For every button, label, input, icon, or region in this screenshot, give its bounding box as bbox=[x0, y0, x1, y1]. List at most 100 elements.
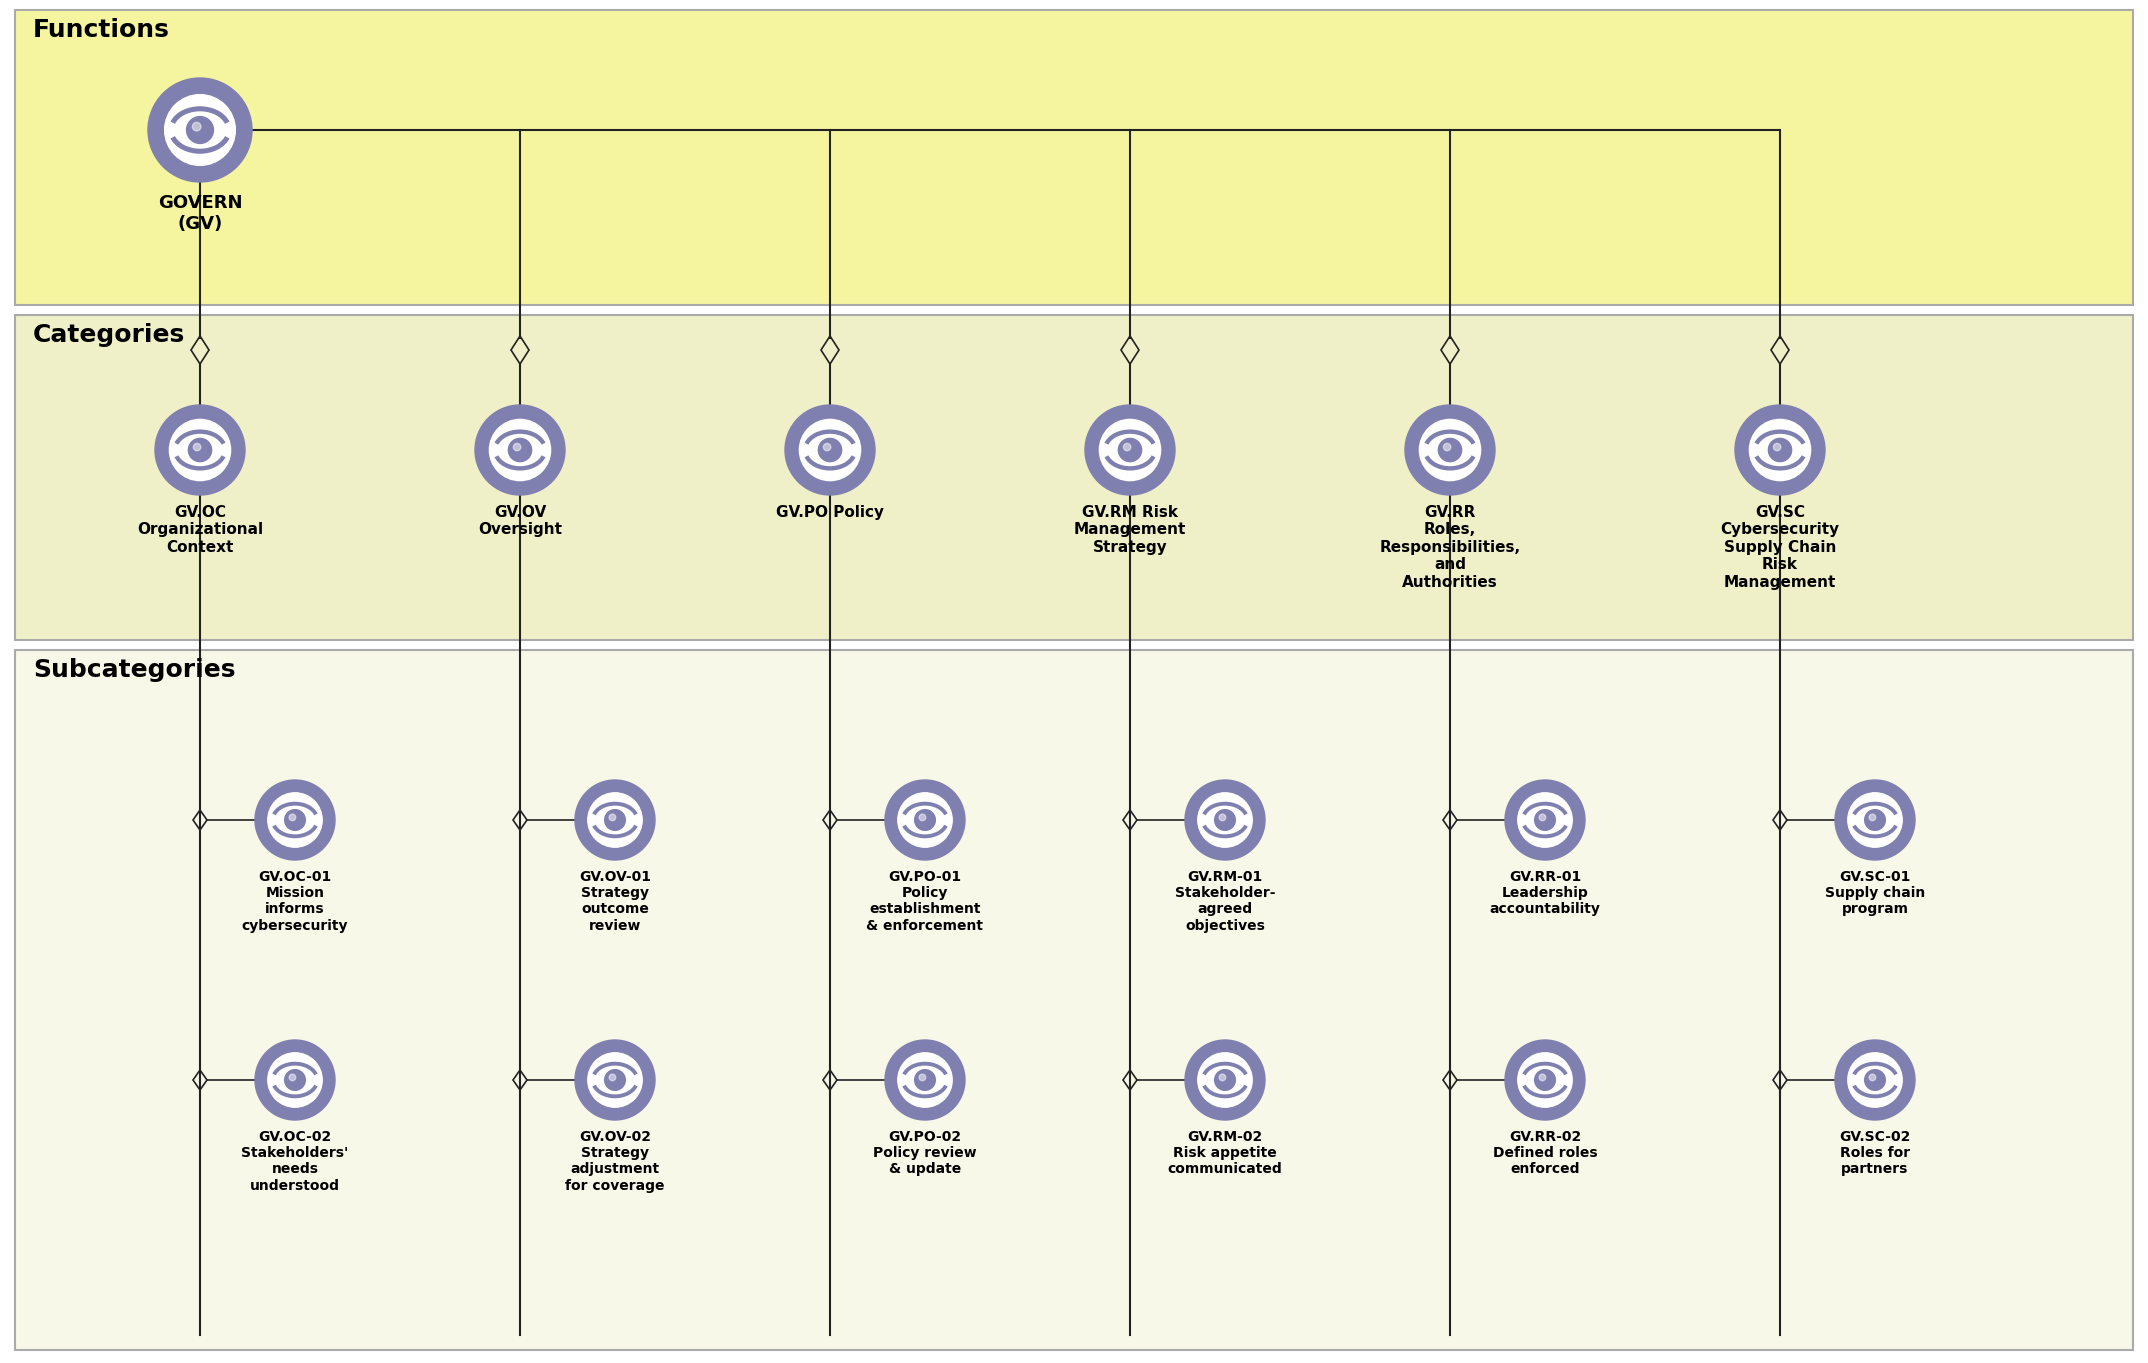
Text: GV.PO-02
Policy review
& update: GV.PO-02 Policy review & update bbox=[874, 1130, 977, 1176]
Circle shape bbox=[919, 814, 926, 821]
Text: GV.OC-01
Mission
informs
cybersecurity: GV.OC-01 Mission informs cybersecurity bbox=[243, 870, 348, 932]
Text: GV.RR
Roles,
Responsibilities,
and
Authorities: GV.RR Roles, Responsibilities, and Autho… bbox=[1379, 506, 1521, 590]
Circle shape bbox=[148, 78, 251, 183]
Circle shape bbox=[1748, 420, 1811, 481]
Circle shape bbox=[1540, 814, 1547, 821]
Text: Subcategories: Subcategories bbox=[32, 658, 236, 682]
Circle shape bbox=[589, 793, 642, 848]
Text: GV.RR-02
Defined roles
enforced: GV.RR-02 Defined roles enforced bbox=[1493, 1130, 1598, 1176]
Circle shape bbox=[193, 443, 200, 451]
Circle shape bbox=[268, 1052, 322, 1107]
Circle shape bbox=[1774, 443, 1781, 451]
Text: GV.RM Risk
Management
Strategy: GV.RM Risk Management Strategy bbox=[1074, 506, 1186, 555]
Circle shape bbox=[1506, 1040, 1585, 1120]
Circle shape bbox=[885, 780, 964, 860]
Text: GV.OV
Oversight: GV.OV Oversight bbox=[479, 506, 563, 537]
Circle shape bbox=[898, 793, 952, 848]
Text: GV.RR-01
Leadership
accountability: GV.RR-01 Leadership accountability bbox=[1489, 870, 1600, 916]
Circle shape bbox=[1834, 780, 1916, 860]
Circle shape bbox=[784, 405, 874, 495]
FancyBboxPatch shape bbox=[15, 650, 2133, 1349]
Circle shape bbox=[1506, 780, 1585, 860]
Circle shape bbox=[1420, 420, 1480, 481]
Text: GV.OV-02
Strategy
adjustment
for coverage: GV.OV-02 Strategy adjustment for coverag… bbox=[565, 1130, 664, 1193]
Circle shape bbox=[1214, 810, 1235, 830]
Circle shape bbox=[915, 810, 934, 830]
Circle shape bbox=[513, 443, 520, 451]
Circle shape bbox=[915, 1070, 934, 1090]
Circle shape bbox=[823, 443, 831, 451]
Circle shape bbox=[589, 1052, 642, 1107]
Circle shape bbox=[1869, 814, 1875, 821]
Circle shape bbox=[187, 117, 213, 143]
Circle shape bbox=[610, 1074, 616, 1081]
Circle shape bbox=[1519, 1052, 1572, 1107]
Circle shape bbox=[475, 405, 565, 495]
Circle shape bbox=[1199, 1052, 1252, 1107]
Circle shape bbox=[1405, 405, 1495, 495]
Circle shape bbox=[1540, 1074, 1547, 1081]
Text: GV.OC
Organizational
Context: GV.OC Organizational Context bbox=[137, 506, 262, 555]
Circle shape bbox=[576, 780, 655, 860]
FancyBboxPatch shape bbox=[15, 315, 2133, 641]
Circle shape bbox=[268, 793, 322, 848]
Circle shape bbox=[1864, 810, 1886, 830]
Text: GV.PO-01
Policy
establishment
& enforcement: GV.PO-01 Policy establishment & enforcem… bbox=[866, 870, 984, 932]
Circle shape bbox=[1847, 793, 1903, 848]
Circle shape bbox=[1214, 1070, 1235, 1090]
Circle shape bbox=[1834, 1040, 1916, 1120]
Text: GV.SC-02
Roles for
partners: GV.SC-02 Roles for partners bbox=[1839, 1130, 1912, 1176]
Circle shape bbox=[165, 94, 236, 165]
Circle shape bbox=[1186, 1040, 1265, 1120]
FancyBboxPatch shape bbox=[15, 10, 2133, 305]
Circle shape bbox=[1085, 405, 1175, 495]
Circle shape bbox=[610, 814, 616, 821]
Circle shape bbox=[1199, 793, 1252, 848]
Circle shape bbox=[1119, 439, 1141, 462]
Circle shape bbox=[286, 810, 305, 830]
Circle shape bbox=[818, 439, 842, 462]
Circle shape bbox=[256, 780, 335, 860]
Circle shape bbox=[155, 405, 245, 495]
Text: GOVERN
(GV): GOVERN (GV) bbox=[157, 194, 243, 233]
Text: GV.PO Policy: GV.PO Policy bbox=[775, 506, 885, 521]
Circle shape bbox=[290, 814, 296, 821]
Circle shape bbox=[509, 439, 531, 462]
Text: Functions: Functions bbox=[32, 18, 170, 42]
Circle shape bbox=[490, 420, 550, 481]
Circle shape bbox=[1534, 810, 1555, 830]
Circle shape bbox=[799, 420, 861, 481]
Circle shape bbox=[286, 1070, 305, 1090]
Circle shape bbox=[256, 1040, 335, 1120]
Circle shape bbox=[1768, 439, 1791, 462]
Circle shape bbox=[1847, 1052, 1903, 1107]
Circle shape bbox=[1186, 780, 1265, 860]
Circle shape bbox=[885, 1040, 964, 1120]
Circle shape bbox=[1869, 1074, 1875, 1081]
Circle shape bbox=[1443, 443, 1450, 451]
Circle shape bbox=[193, 123, 202, 131]
Circle shape bbox=[1534, 1070, 1555, 1090]
Circle shape bbox=[1220, 814, 1227, 821]
Circle shape bbox=[1439, 439, 1461, 462]
Circle shape bbox=[1220, 1074, 1227, 1081]
Text: GV.OV-01
Strategy
outcome
review: GV.OV-01 Strategy outcome review bbox=[580, 870, 651, 932]
Text: Categories: Categories bbox=[32, 323, 185, 348]
Circle shape bbox=[1519, 793, 1572, 848]
Text: GV.SC
Cybersecurity
Supply Chain
Risk
Management: GV.SC Cybersecurity Supply Chain Risk Ma… bbox=[1721, 506, 1839, 590]
Circle shape bbox=[898, 1052, 952, 1107]
Circle shape bbox=[606, 810, 625, 830]
Text: GV.RM-01
Stakeholder-
agreed
objectives: GV.RM-01 Stakeholder- agreed objectives bbox=[1175, 870, 1276, 932]
Circle shape bbox=[170, 420, 230, 481]
Text: GV.OC-02
Stakeholders'
needs
understood: GV.OC-02 Stakeholders' needs understood bbox=[241, 1130, 348, 1193]
Circle shape bbox=[576, 1040, 655, 1120]
Circle shape bbox=[290, 1074, 296, 1081]
Circle shape bbox=[919, 1074, 926, 1081]
Text: GV.RM-02
Risk appetite
communicated: GV.RM-02 Risk appetite communicated bbox=[1169, 1130, 1282, 1176]
Circle shape bbox=[189, 439, 213, 462]
Circle shape bbox=[606, 1070, 625, 1090]
Circle shape bbox=[1736, 405, 1826, 495]
Text: GV.SC-01
Supply chain
program: GV.SC-01 Supply chain program bbox=[1826, 870, 1925, 916]
Circle shape bbox=[1123, 443, 1130, 451]
Circle shape bbox=[1100, 420, 1160, 481]
